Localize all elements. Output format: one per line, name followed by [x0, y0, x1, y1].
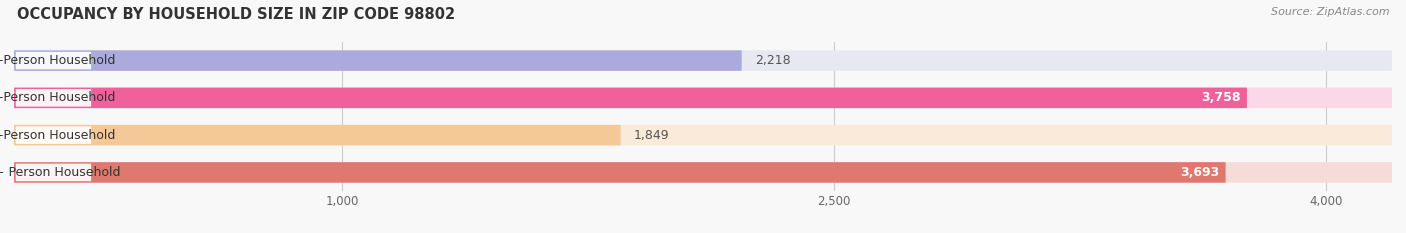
FancyBboxPatch shape — [14, 125, 1392, 145]
Text: 3,693: 3,693 — [1180, 166, 1219, 179]
FancyBboxPatch shape — [14, 88, 1247, 108]
FancyBboxPatch shape — [15, 164, 91, 181]
FancyBboxPatch shape — [14, 50, 742, 71]
FancyBboxPatch shape — [14, 162, 1226, 183]
FancyBboxPatch shape — [14, 125, 620, 145]
Text: 2,218: 2,218 — [755, 54, 790, 67]
Text: 3-Person Household: 3-Person Household — [0, 129, 115, 142]
FancyBboxPatch shape — [15, 89, 91, 107]
Text: Source: ZipAtlas.com: Source: ZipAtlas.com — [1271, 7, 1389, 17]
FancyBboxPatch shape — [14, 50, 1392, 71]
FancyBboxPatch shape — [14, 88, 1392, 108]
Text: OCCUPANCY BY HOUSEHOLD SIZE IN ZIP CODE 98802: OCCUPANCY BY HOUSEHOLD SIZE IN ZIP CODE … — [17, 7, 456, 22]
FancyBboxPatch shape — [15, 126, 91, 144]
Text: 2-Person Household: 2-Person Household — [0, 91, 115, 104]
Text: 1-Person Household: 1-Person Household — [0, 54, 115, 67]
FancyBboxPatch shape — [14, 162, 1392, 183]
Text: 4+ Person Household: 4+ Person Household — [0, 166, 121, 179]
Text: 3,758: 3,758 — [1201, 91, 1240, 104]
FancyBboxPatch shape — [15, 52, 91, 69]
Text: 1,849: 1,849 — [634, 129, 669, 142]
